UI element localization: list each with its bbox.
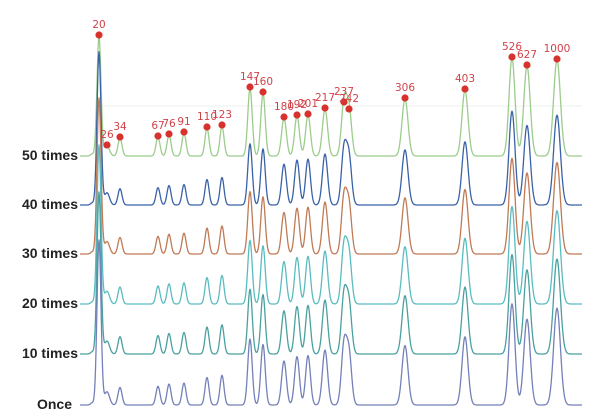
peak-label: 67	[151, 120, 164, 132]
row-label: 20 times	[22, 295, 78, 311]
peak-marker	[508, 53, 516, 61]
peak-marker	[340, 98, 348, 106]
peak-label: 110	[197, 111, 217, 123]
peak-label: 76	[162, 118, 176, 130]
peak-label: 306	[395, 82, 415, 94]
peak-marker	[165, 130, 173, 138]
peak-marker	[154, 132, 162, 140]
peak-marker	[321, 104, 329, 112]
trace-40-times	[79, 51, 583, 206]
peak-marker	[553, 55, 561, 63]
peak-marker	[461, 85, 469, 93]
peak-label: 237	[334, 86, 354, 98]
row-label: 40 times	[22, 196, 78, 212]
peak-label: 123	[212, 109, 232, 121]
peak-label: 147	[240, 71, 260, 83]
peak-label: 192	[287, 99, 307, 111]
peak-label: 242	[339, 93, 359, 105]
peak-marker	[218, 121, 226, 129]
peak-marker	[401, 94, 409, 102]
peak-marker	[304, 110, 312, 118]
row-label: 30 times	[22, 245, 78, 261]
peak-label: 217	[315, 92, 335, 104]
peak-label: 160	[253, 76, 273, 88]
row-label: Once	[37, 396, 72, 412]
peak-marker	[95, 31, 103, 39]
peak-label: 91	[177, 116, 190, 128]
peak-marker	[246, 83, 254, 91]
peak-label: 34	[113, 121, 127, 133]
peak-label: 20	[92, 19, 105, 31]
peak-marker	[280, 113, 288, 121]
peak-label: 403	[455, 73, 475, 85]
trace-group	[79, 35, 583, 406]
row-label: 10 times	[22, 345, 78, 361]
peak-marker	[259, 88, 267, 96]
peak-label: 526	[502, 41, 522, 53]
trace-30-times	[79, 97, 583, 255]
peak-marker	[116, 133, 124, 141]
peak-marker	[203, 123, 211, 131]
peak-label: 201	[298, 98, 318, 110]
peak-marker	[180, 128, 188, 136]
peak-label: 1000	[544, 43, 571, 55]
peak-label: 180	[274, 101, 294, 113]
trace-50-times	[79, 35, 583, 157]
trace-20-times	[79, 144, 583, 305]
peak-marker	[345, 105, 353, 113]
peak-marker	[103, 141, 111, 149]
peak-label: 627	[517, 49, 537, 61]
peak-label: 26	[100, 129, 114, 141]
peak-marker	[523, 61, 531, 69]
row-label: 50 times	[22, 147, 78, 163]
trace-10-times	[79, 191, 583, 355]
peak-marker	[293, 111, 301, 119]
trace-once	[79, 239, 583, 406]
row-label-group: 50 times 40 times 30 times 20 times 10 times…	[22, 147, 78, 412]
